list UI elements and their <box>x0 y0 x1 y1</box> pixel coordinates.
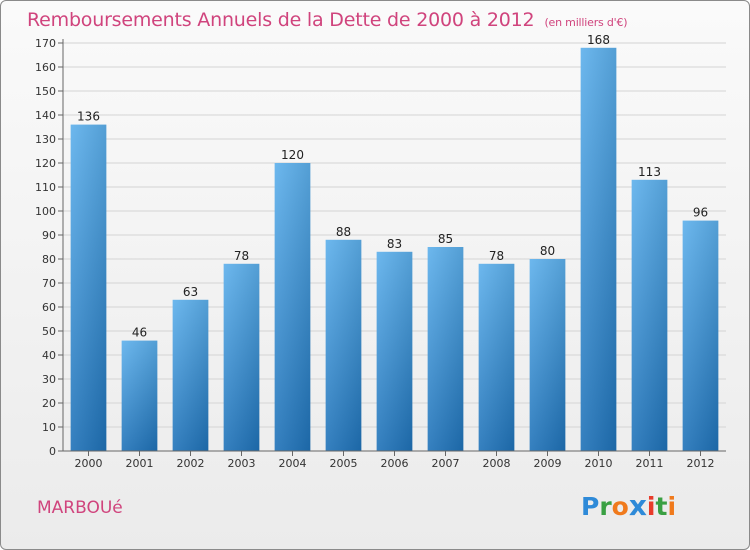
logo-letter: r <box>599 492 612 521</box>
y-tick-label: 40 <box>42 349 56 362</box>
y-tick-label: 170 <box>35 37 56 50</box>
x-tick-label-2001: 2001 <box>126 457 154 470</box>
bar-shine-2000 <box>70 124 107 451</box>
bar-shine-2006 <box>376 251 413 451</box>
value-label-2007: 85 <box>438 232 453 246</box>
x-tick-label-2008: 2008 <box>483 457 511 470</box>
value-label-2010: 168 <box>587 33 610 47</box>
x-tick-label-2009: 2009 <box>534 457 562 470</box>
y-tick-label: 130 <box>35 133 56 146</box>
x-axis: 2000 2001 2002 2003 2004 2005 2006 2007 2008 2009… <box>63 450 726 470</box>
bar-shine-2009 <box>529 259 566 451</box>
x-tick-label-2007: 2007 <box>432 457 460 470</box>
x-tick-label-2004: 2004 <box>279 457 307 470</box>
x-tick-label-2006: 2006 <box>381 457 409 470</box>
bar-shine-2003 <box>223 263 260 451</box>
bar-shine-2004 <box>274 163 311 451</box>
x-tick-label-2010: 2010 <box>585 457 613 470</box>
proxiti-logo: Proxiti <box>581 489 676 522</box>
y-tick-label: 50 <box>42 325 56 338</box>
x-tick-label-2000: 2000 <box>75 457 103 470</box>
bar-shine-2012 <box>682 220 719 451</box>
bar-shine-2008 <box>478 263 515 451</box>
value-label-2008: 78 <box>489 249 504 263</box>
chart-subtitle: (en milliers d'€) <box>544 16 628 29</box>
value-label-2003: 78 <box>234 249 249 263</box>
y-tick-label: 60 <box>42 301 56 314</box>
bar-shine-2007 <box>427 247 464 451</box>
y-tick-label: 0 <box>49 445 56 458</box>
value-label-2009: 80 <box>540 244 555 258</box>
value-label-2012: 96 <box>693 206 708 220</box>
y-tick-label: 10 <box>42 421 56 434</box>
logo-letter: o <box>611 492 629 521</box>
bar-shine-2010 <box>580 47 617 452</box>
y-tick-label: 160 <box>35 61 56 74</box>
chart-title: Remboursements Annuels de la Dette de 20… <box>27 9 628 31</box>
chart-title-text: Remboursements Annuels de la Dette de 20… <box>27 9 535 31</box>
bar-shine-2001 <box>121 340 158 451</box>
bar-shine-2011 <box>631 179 668 452</box>
y-axis: 0 10 20 30 40 50 60 70 80 90 100 110 120 130 140 150 160… <box>35 37 64 458</box>
y-tick-label: 110 <box>35 181 56 194</box>
value-label-2004: 120 <box>281 148 304 162</box>
commune-name: MARBOUé <box>37 498 123 518</box>
logo-letter: t <box>655 492 668 521</box>
logo-letter: i <box>646 492 656 521</box>
y-tick-label: 150 <box>35 85 56 98</box>
y-tick-label: 120 <box>35 157 56 170</box>
y-tick-label: 20 <box>42 397 56 410</box>
y-tick-label: 30 <box>42 373 56 386</box>
logo-letter: x <box>628 489 647 522</box>
x-tick-label-2005: 2005 <box>330 457 358 470</box>
value-label-2000: 136 <box>77 110 100 124</box>
y-tick-label: 90 <box>42 229 56 242</box>
value-label-2001: 46 <box>132 326 147 340</box>
x-tick-label-2002: 2002 <box>177 457 205 470</box>
logo-letter: i <box>667 492 677 521</box>
value-label-2006: 83 <box>387 237 402 251</box>
y-tick-label: 70 <box>42 277 56 290</box>
value-label-2011: 113 <box>638 165 661 179</box>
bar-shine-2002 <box>172 299 209 451</box>
logo-letter: P <box>581 492 600 521</box>
bar-shine-2005 <box>325 239 362 451</box>
value-label-2005: 88 <box>336 225 351 239</box>
y-tick-label: 100 <box>35 205 56 218</box>
chart-bars: 136 46 63 78 120 88 83 85 78 80 168 113 96 <box>70 33 719 452</box>
y-tick-label: 80 <box>42 253 56 266</box>
value-label-2002: 63 <box>183 285 198 299</box>
x-tick-label-2003: 2003 <box>228 457 256 470</box>
x-tick-label-2012: 2012 <box>687 457 715 470</box>
x-tick-label-2011: 2011 <box>636 457 664 470</box>
y-tick-label: 140 <box>35 109 56 122</box>
